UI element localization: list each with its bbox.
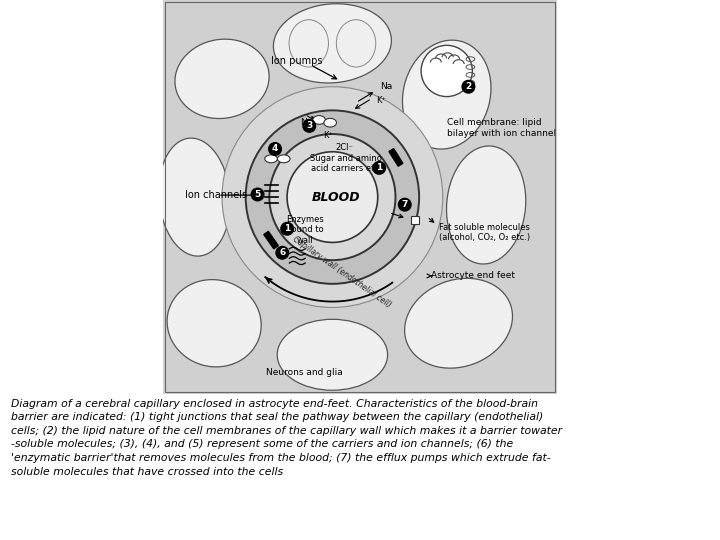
Circle shape [251, 188, 264, 201]
Text: Cell membrane: lipid
bilayer with ion channel: Cell membrane: lipid bilayer with ion ch… [446, 118, 556, 138]
Text: Neurons and glia: Neurons and glia [266, 368, 343, 377]
Text: 6: 6 [279, 248, 285, 257]
Ellipse shape [446, 146, 526, 264]
Ellipse shape [175, 39, 269, 118]
Text: Diagram of a cerebral capillary enclosed in astrocyte end-feet. Characteristics : Diagram of a cerebral capillary enclosed… [11, 399, 562, 477]
Ellipse shape [324, 118, 336, 127]
Circle shape [281, 222, 294, 235]
Text: 5: 5 [254, 190, 261, 199]
Text: 7: 7 [402, 200, 408, 209]
Text: 1: 1 [284, 224, 290, 233]
Text: 2: 2 [465, 82, 472, 91]
Text: Capillary wall (endothelial cell): Capillary wall (endothelial cell) [292, 234, 393, 309]
Polygon shape [264, 231, 279, 249]
Text: Sugar and amino
acid carriers etc.: Sugar and amino acid carriers etc. [310, 154, 382, 173]
Text: 1: 1 [376, 164, 382, 172]
Text: BLOOD: BLOOD [312, 191, 361, 204]
Text: Na: Na [379, 82, 392, 91]
Text: Ion channels: Ion channels [184, 190, 247, 200]
Circle shape [269, 134, 395, 260]
Ellipse shape [277, 319, 387, 390]
Bar [410, 215, 418, 224]
Circle shape [421, 45, 472, 97]
Text: K⁺: K⁺ [376, 96, 386, 105]
Text: Astrocyte end feet: Astrocyte end feet [431, 272, 515, 280]
Circle shape [269, 143, 282, 156]
Ellipse shape [265, 155, 277, 163]
Text: 4: 4 [272, 145, 278, 153]
Ellipse shape [405, 278, 513, 368]
Ellipse shape [277, 155, 290, 163]
Ellipse shape [402, 40, 491, 149]
Ellipse shape [167, 280, 261, 367]
Text: Enzymes
bound to
wall: Enzymes bound to wall [286, 215, 324, 245]
Circle shape [462, 80, 474, 93]
Text: Na⁺: Na⁺ [300, 118, 318, 127]
Text: 3: 3 [306, 122, 312, 130]
Polygon shape [389, 148, 403, 166]
Ellipse shape [312, 116, 325, 124]
Circle shape [373, 161, 385, 174]
Circle shape [222, 87, 443, 307]
Text: 2Cl⁻: 2Cl⁻ [336, 143, 354, 152]
Circle shape [246, 110, 419, 284]
Text: Ion pumps: Ion pumps [271, 56, 323, 66]
Ellipse shape [158, 138, 230, 256]
Text: K⁺: K⁺ [323, 132, 333, 140]
Circle shape [276, 246, 289, 259]
Ellipse shape [274, 4, 392, 83]
Text: Fat soluble molecules
(alcohol, CO₂, O₂ etc.): Fat soluble molecules (alcohol, CO₂, O₂ … [438, 223, 530, 242]
Circle shape [287, 152, 378, 242]
Circle shape [303, 119, 315, 132]
Circle shape [398, 198, 411, 211]
